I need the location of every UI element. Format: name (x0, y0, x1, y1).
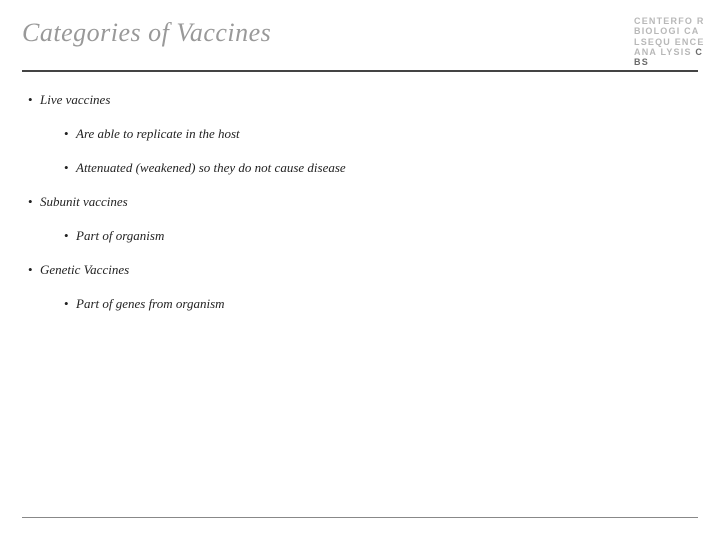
bullet-lvl2: Are able to replicate in the host (64, 126, 698, 142)
slide-title: Categories of Vaccines (22, 18, 698, 48)
institution-logo: CENTERFO RBIOLOGI CALSEQU ENCEANA LYSIS … (634, 16, 706, 68)
bullet-lvl1: Subunit vaccines (28, 194, 698, 210)
logo-line: CENTERFO (634, 16, 693, 26)
bullet-lvl2: Part of genes from organism (64, 296, 698, 312)
divider-top (22, 70, 698, 72)
content-body: Live vaccines Are able to replicate in t… (22, 92, 698, 330)
divider-bottom (22, 517, 698, 518)
bullet-lvl1: Live vaccines (28, 92, 698, 108)
bullet-lvl2: Part of organism (64, 228, 698, 244)
bullet-lvl2: Attenuated (weakened) so they do not cau… (64, 160, 698, 176)
bullet-lvl1: Genetic Vaccines (28, 262, 698, 278)
logo-line: LYSIS (660, 47, 691, 57)
slide: Categories of Vaccines CENTERFO RBIOLOGI… (0, 0, 720, 540)
